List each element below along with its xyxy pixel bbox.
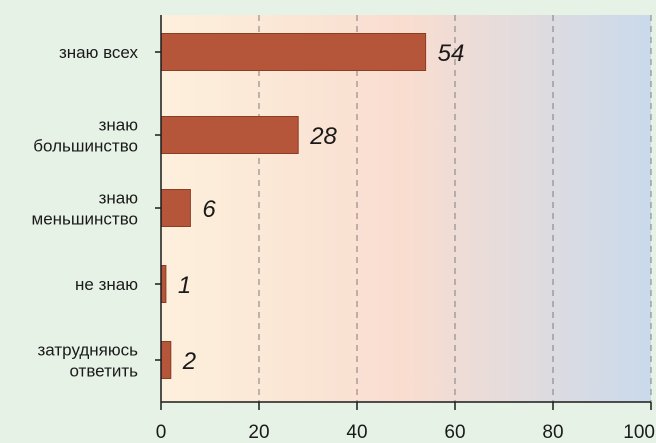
category-label-4-line-0: затрудняюсь: [38, 341, 139, 360]
x-tick-label-0: 0: [156, 422, 167, 443]
x-tick-label-40: 40: [346, 422, 367, 443]
x-tick-label-100: 100: [623, 422, 655, 443]
bar-4: [160, 341, 172, 379]
x-tick-label-80: 80: [542, 422, 563, 443]
category-label-3: не знаю: [75, 275, 138, 294]
plot-area: [161, 15, 651, 402]
category-label-1: знаю большинство: [33, 116, 138, 156]
bars: [160, 33, 427, 379]
value-label-0: 54: [438, 40, 465, 67]
axes: [155, 15, 652, 410]
bar-0: [160, 33, 427, 71]
category-label-2-line-1: меньшинство: [32, 210, 139, 229]
grid-lines: [258, 15, 652, 402]
value-labels: 54 28 6 1 2: [178, 40, 464, 375]
x-tick-labels: 0 20 40 60 80 100: [156, 422, 655, 443]
value-label-2: 6: [202, 196, 216, 223]
category-label-0-line-0: знаю всех: [59, 43, 139, 62]
category-label-2: знаю меньшинство: [32, 189, 139, 229]
category-labels: знаю всех знаю большинство знаю меньшинство н…: [32, 43, 139, 381]
category-label-0: знаю всех: [59, 43, 139, 62]
category-label-2-line-0: знаю: [99, 189, 139, 208]
category-label-4: затрудняюсь ответить: [38, 341, 139, 381]
category-label-1-line-0: знаю: [99, 116, 139, 135]
category-label-3-line-0: не знаю: [75, 275, 138, 294]
value-label-1: 28: [309, 123, 337, 150]
x-tick-label-20: 20: [248, 422, 269, 443]
category-label-1-line-1: большинство: [33, 137, 138, 156]
value-label-3: 1: [178, 272, 191, 299]
category-label-4-line-1: ответить: [69, 362, 138, 381]
value-label-4: 2: [182, 348, 196, 375]
x-tick-label-60: 60: [444, 422, 465, 443]
bar-2: [160, 189, 191, 227]
bar-1: [160, 116, 299, 154]
